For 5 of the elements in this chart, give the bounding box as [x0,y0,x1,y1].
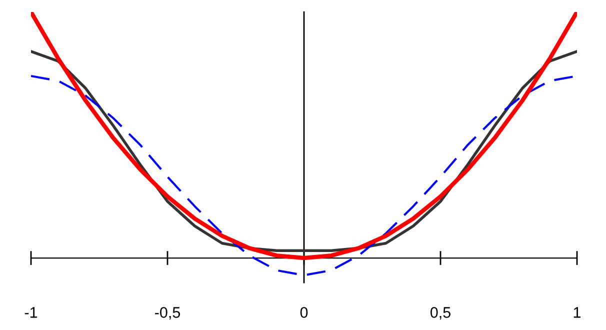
x-tick-label: -1 [24,307,38,318]
x-tick-label: 0,5 [430,307,450,320]
x-tick-label: 0 [300,307,308,318]
x-tick-label: 1 [574,307,581,318]
x-tick-label: -0,5 [155,307,180,320]
